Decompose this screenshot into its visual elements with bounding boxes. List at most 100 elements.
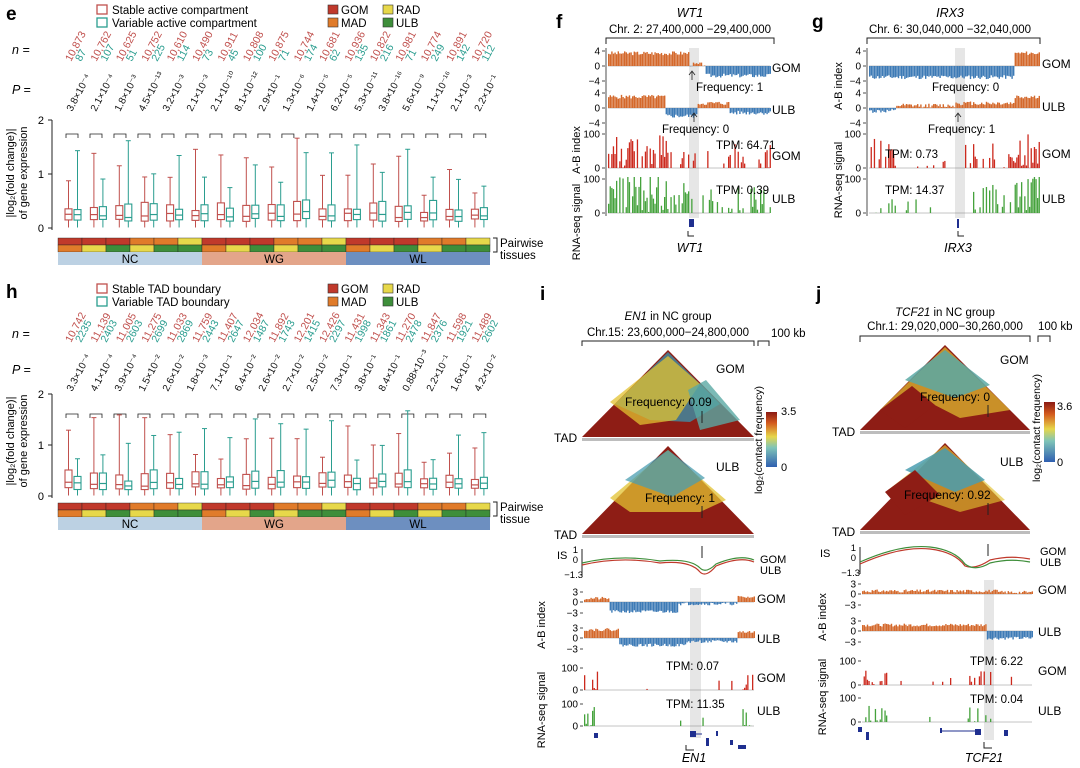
- ab-bar: [691, 602, 693, 605]
- ab-bar: [646, 602, 648, 611]
- ab-bar: [750, 632, 752, 638]
- ab-bar: [652, 54, 655, 66]
- ab-bar: [875, 108, 877, 113]
- rna-label-ulb: ULB: [772, 192, 795, 206]
- ab-bar: [937, 106, 940, 108]
- ab-bar: [646, 51, 648, 66]
- ab-bar: [654, 602, 656, 612]
- rna-bar: [885, 156, 887, 168]
- ab-bar: [944, 106, 946, 108]
- rna-bar: [742, 208, 744, 213]
- ab-bar: [640, 54, 642, 66]
- ab-bar: [920, 104, 922, 108]
- title-suffix: in NC group: [930, 307, 995, 319]
- ab-bar: [966, 589, 968, 594]
- track-label-ulb: ULB: [772, 103, 795, 117]
- ab-bar: [863, 625, 865, 631]
- legend-ulb-swatch: [382, 296, 394, 307]
- box: [445, 474, 454, 489]
- ab-bar: [945, 66, 948, 77]
- axis-tick-label: 0: [572, 634, 578, 645]
- p-bracket: [377, 413, 391, 418]
- rna-bar: [1013, 161, 1015, 168]
- ab-bar: [873, 590, 875, 594]
- box: [216, 202, 225, 221]
- ab-bar: [600, 598, 602, 602]
- ab-bar: [742, 631, 744, 638]
- ab-bar: [1017, 95, 1020, 108]
- ab-bar: [1008, 66, 1010, 77]
- ab-bar: [593, 598, 595, 602]
- ab-bar: [737, 108, 739, 111]
- ab-bar: [905, 103, 908, 108]
- axis-tick-label: 0: [572, 598, 578, 609]
- ab-bar: [866, 591, 869, 594]
- ab-bar: [656, 53, 658, 66]
- tissue-cell: [369, 502, 395, 511]
- rna-bar: [768, 167, 770, 168]
- rna-bar: [1019, 196, 1021, 213]
- gene-exon: [716, 731, 718, 736]
- rna-bar: [1019, 140, 1021, 168]
- track-label-gom: GOM: [1038, 583, 1067, 597]
- rna-bar: [933, 165, 935, 168]
- ab-bar: [935, 625, 937, 631]
- rna-bar: [942, 161, 944, 168]
- ab-bar: [1012, 631, 1014, 640]
- ab-bar: [1010, 631, 1013, 638]
- tad-track: [582, 535, 754, 538]
- ab-bar: [888, 108, 890, 112]
- rna-bar: [643, 190, 645, 213]
- track-label-gom: GOM: [1042, 57, 1071, 71]
- ab-bar: [747, 108, 749, 112]
- group-label-wg: WG: [264, 519, 284, 531]
- ab-bar: [915, 66, 917, 78]
- ab-bar: [924, 591, 926, 594]
- ab-bar: [734, 638, 736, 642]
- rna-bar: [747, 675, 749, 690]
- p-values: 3.3×10⁻⁴4.1×10⁻⁴3.9×10⁻⁴1.5×10⁻²2.6×10⁻²…: [65, 348, 501, 418]
- ab-bar: [624, 98, 626, 108]
- ab-bar: [633, 638, 635, 647]
- ab-bar: [665, 108, 667, 115]
- ab-bar: [958, 103, 960, 108]
- rna-bar: [612, 146, 615, 168]
- tissue-cell: [345, 244, 371, 253]
- ab-bar: [598, 599, 600, 602]
- ab-bar: [987, 66, 989, 79]
- p-bracket: [137, 413, 151, 418]
- ab-bar: [712, 66, 714, 76]
- is-label: IS: [557, 550, 567, 562]
- box: [327, 471, 336, 488]
- ab-bar: [884, 623, 886, 631]
- ab-bar: [656, 638, 658, 645]
- ab-bar: [891, 66, 893, 79]
- ab-bar: [998, 631, 1000, 640]
- tissue-cell: [129, 509, 155, 518]
- highlight-band: [690, 588, 701, 738]
- ab-bar: [684, 638, 687, 645]
- ab-bar: [942, 104, 944, 108]
- ab-bar: [632, 96, 634, 108]
- tissue-cell: [369, 509, 395, 518]
- ab-bar: [914, 590, 917, 594]
- ab-bar: [622, 53, 624, 66]
- ab-bar: [750, 66, 752, 75]
- ab-bar: [998, 102, 1000, 108]
- rna-bar: [619, 161, 621, 168]
- ab-bar: [915, 105, 917, 108]
- tissue-cell: [57, 509, 83, 518]
- tpm-label-2: TPM: 0.39: [716, 185, 769, 197]
- ab-bar: [875, 66, 877, 79]
- ab-bar: [670, 54, 672, 66]
- ab-bar: [975, 591, 977, 594]
- rna-bar: [691, 198, 693, 213]
- ab-bar: [721, 66, 723, 76]
- axis-tick-label: −3: [567, 645, 579, 656]
- ab-bar: [878, 623, 880, 631]
- ab-bar: [992, 102, 994, 108]
- ab-bar: [1009, 631, 1011, 638]
- ab-bar: [922, 624, 925, 631]
- ab-bar: [688, 602, 690, 606]
